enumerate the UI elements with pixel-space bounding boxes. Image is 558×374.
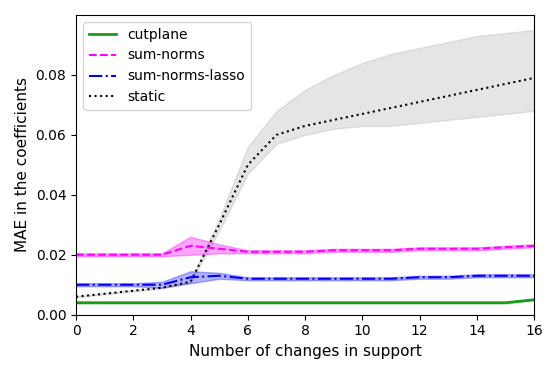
sum-norms bbox=[502, 245, 509, 249]
sum-norms bbox=[102, 252, 108, 257]
sum-norms-lasso bbox=[445, 275, 451, 279]
static bbox=[359, 112, 365, 116]
cutplane bbox=[416, 300, 423, 305]
static bbox=[531, 76, 537, 80]
sum-norms bbox=[158, 252, 165, 257]
static bbox=[330, 118, 337, 122]
static bbox=[130, 288, 137, 293]
sum-norms-lasso bbox=[73, 282, 79, 287]
sum-norms-lasso bbox=[416, 275, 423, 279]
sum-norms bbox=[302, 249, 309, 254]
cutplane bbox=[273, 300, 280, 305]
static bbox=[502, 82, 509, 86]
sum-norms-lasso bbox=[474, 273, 480, 278]
sum-norms bbox=[531, 243, 537, 248]
cutplane bbox=[388, 300, 395, 305]
cutplane bbox=[531, 297, 537, 302]
cutplane bbox=[102, 300, 108, 305]
static bbox=[102, 291, 108, 296]
cutplane bbox=[445, 300, 451, 305]
sum-norms-lasso bbox=[130, 282, 137, 287]
sum-norms-lasso bbox=[388, 276, 395, 281]
sum-norms bbox=[416, 246, 423, 251]
sum-norms bbox=[474, 246, 480, 251]
sum-norms-lasso bbox=[330, 276, 337, 281]
cutplane bbox=[502, 300, 509, 305]
Legend: cutplane, sum-norms, sum-norms-lasso, static: cutplane, sum-norms, sum-norms-lasso, st… bbox=[83, 22, 251, 110]
cutplane bbox=[302, 300, 309, 305]
static bbox=[158, 285, 165, 290]
sum-norms bbox=[273, 249, 280, 254]
sum-norms-lasso bbox=[102, 282, 108, 287]
static bbox=[445, 94, 451, 98]
sum-norms-lasso bbox=[302, 276, 309, 281]
sum-norms-lasso bbox=[359, 276, 365, 281]
sum-norms bbox=[445, 246, 451, 251]
static bbox=[474, 88, 480, 92]
sum-norms-lasso bbox=[502, 273, 509, 278]
X-axis label: Number of changes in support: Number of changes in support bbox=[189, 344, 421, 359]
static bbox=[302, 124, 309, 128]
cutplane bbox=[130, 300, 137, 305]
sum-norms bbox=[187, 243, 194, 248]
cutplane bbox=[359, 300, 365, 305]
Line: sum-norms-lasso: sum-norms-lasso bbox=[76, 276, 534, 285]
sum-norms-lasso bbox=[273, 276, 280, 281]
static bbox=[273, 133, 280, 137]
Line: cutplane: cutplane bbox=[76, 300, 534, 303]
cutplane bbox=[73, 300, 79, 305]
cutplane bbox=[158, 300, 165, 305]
sum-norms bbox=[330, 248, 337, 252]
static bbox=[388, 106, 395, 110]
sum-norms-lasso bbox=[187, 275, 194, 279]
cutplane bbox=[187, 300, 194, 305]
sum-norms bbox=[73, 252, 79, 257]
cutplane bbox=[330, 300, 337, 305]
static bbox=[416, 100, 423, 104]
sum-norms-lasso bbox=[244, 276, 251, 281]
sum-norms bbox=[216, 246, 223, 251]
cutplane bbox=[474, 300, 480, 305]
sum-norms bbox=[388, 248, 395, 252]
sum-norms bbox=[130, 252, 137, 257]
Y-axis label: MAE in the coefficients: MAE in the coefficients bbox=[15, 77, 30, 252]
sum-norms-lasso bbox=[216, 273, 223, 278]
Line: static: static bbox=[76, 78, 534, 297]
cutplane bbox=[216, 300, 223, 305]
Line: sum-norms: sum-norms bbox=[76, 246, 534, 255]
sum-norms bbox=[359, 248, 365, 252]
sum-norms-lasso bbox=[158, 282, 165, 287]
sum-norms-lasso bbox=[531, 273, 537, 278]
static bbox=[244, 163, 251, 167]
static bbox=[73, 294, 79, 299]
sum-norms bbox=[244, 249, 251, 254]
static bbox=[187, 279, 194, 284]
cutplane bbox=[244, 300, 251, 305]
static bbox=[216, 223, 223, 227]
